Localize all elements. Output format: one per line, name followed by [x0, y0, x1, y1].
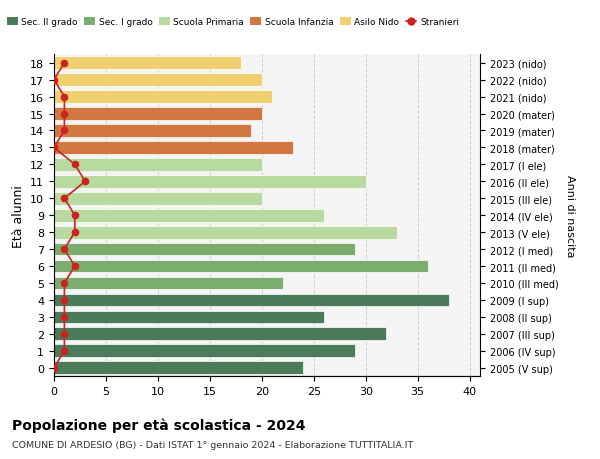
- Text: Popolazione per età scolastica - 2024: Popolazione per età scolastica - 2024: [12, 418, 305, 432]
- Bar: [54, 57, 241, 70]
- Bar: [54, 226, 397, 239]
- Bar: [54, 311, 324, 324]
- Bar: [54, 294, 449, 307]
- Bar: [54, 243, 355, 256]
- Bar: [54, 345, 355, 358]
- Bar: [54, 91, 272, 104]
- Bar: [54, 175, 366, 188]
- Text: COMUNE DI ARDESIO (BG) - Dati ISTAT 1° gennaio 2024 - Elaborazione TUTTITALIA.IT: COMUNE DI ARDESIO (BG) - Dati ISTAT 1° g…: [12, 440, 413, 449]
- Bar: [54, 125, 251, 138]
- Bar: [54, 260, 428, 273]
- Y-axis label: Anni di nascita: Anni di nascita: [565, 174, 575, 257]
- Bar: [54, 142, 293, 154]
- Bar: [54, 159, 262, 171]
- Y-axis label: Età alunni: Età alunni: [11, 185, 25, 247]
- Bar: [54, 209, 324, 222]
- Bar: [54, 328, 386, 341]
- Bar: [54, 362, 304, 374]
- Bar: [54, 74, 262, 87]
- Bar: [54, 108, 262, 121]
- Legend: Sec. II grado, Sec. I grado, Scuola Primaria, Scuola Infanzia, Asilo Nido, Stran: Sec. II grado, Sec. I grado, Scuola Prim…: [3, 15, 463, 31]
- Bar: [54, 192, 262, 205]
- Bar: [54, 277, 283, 290]
